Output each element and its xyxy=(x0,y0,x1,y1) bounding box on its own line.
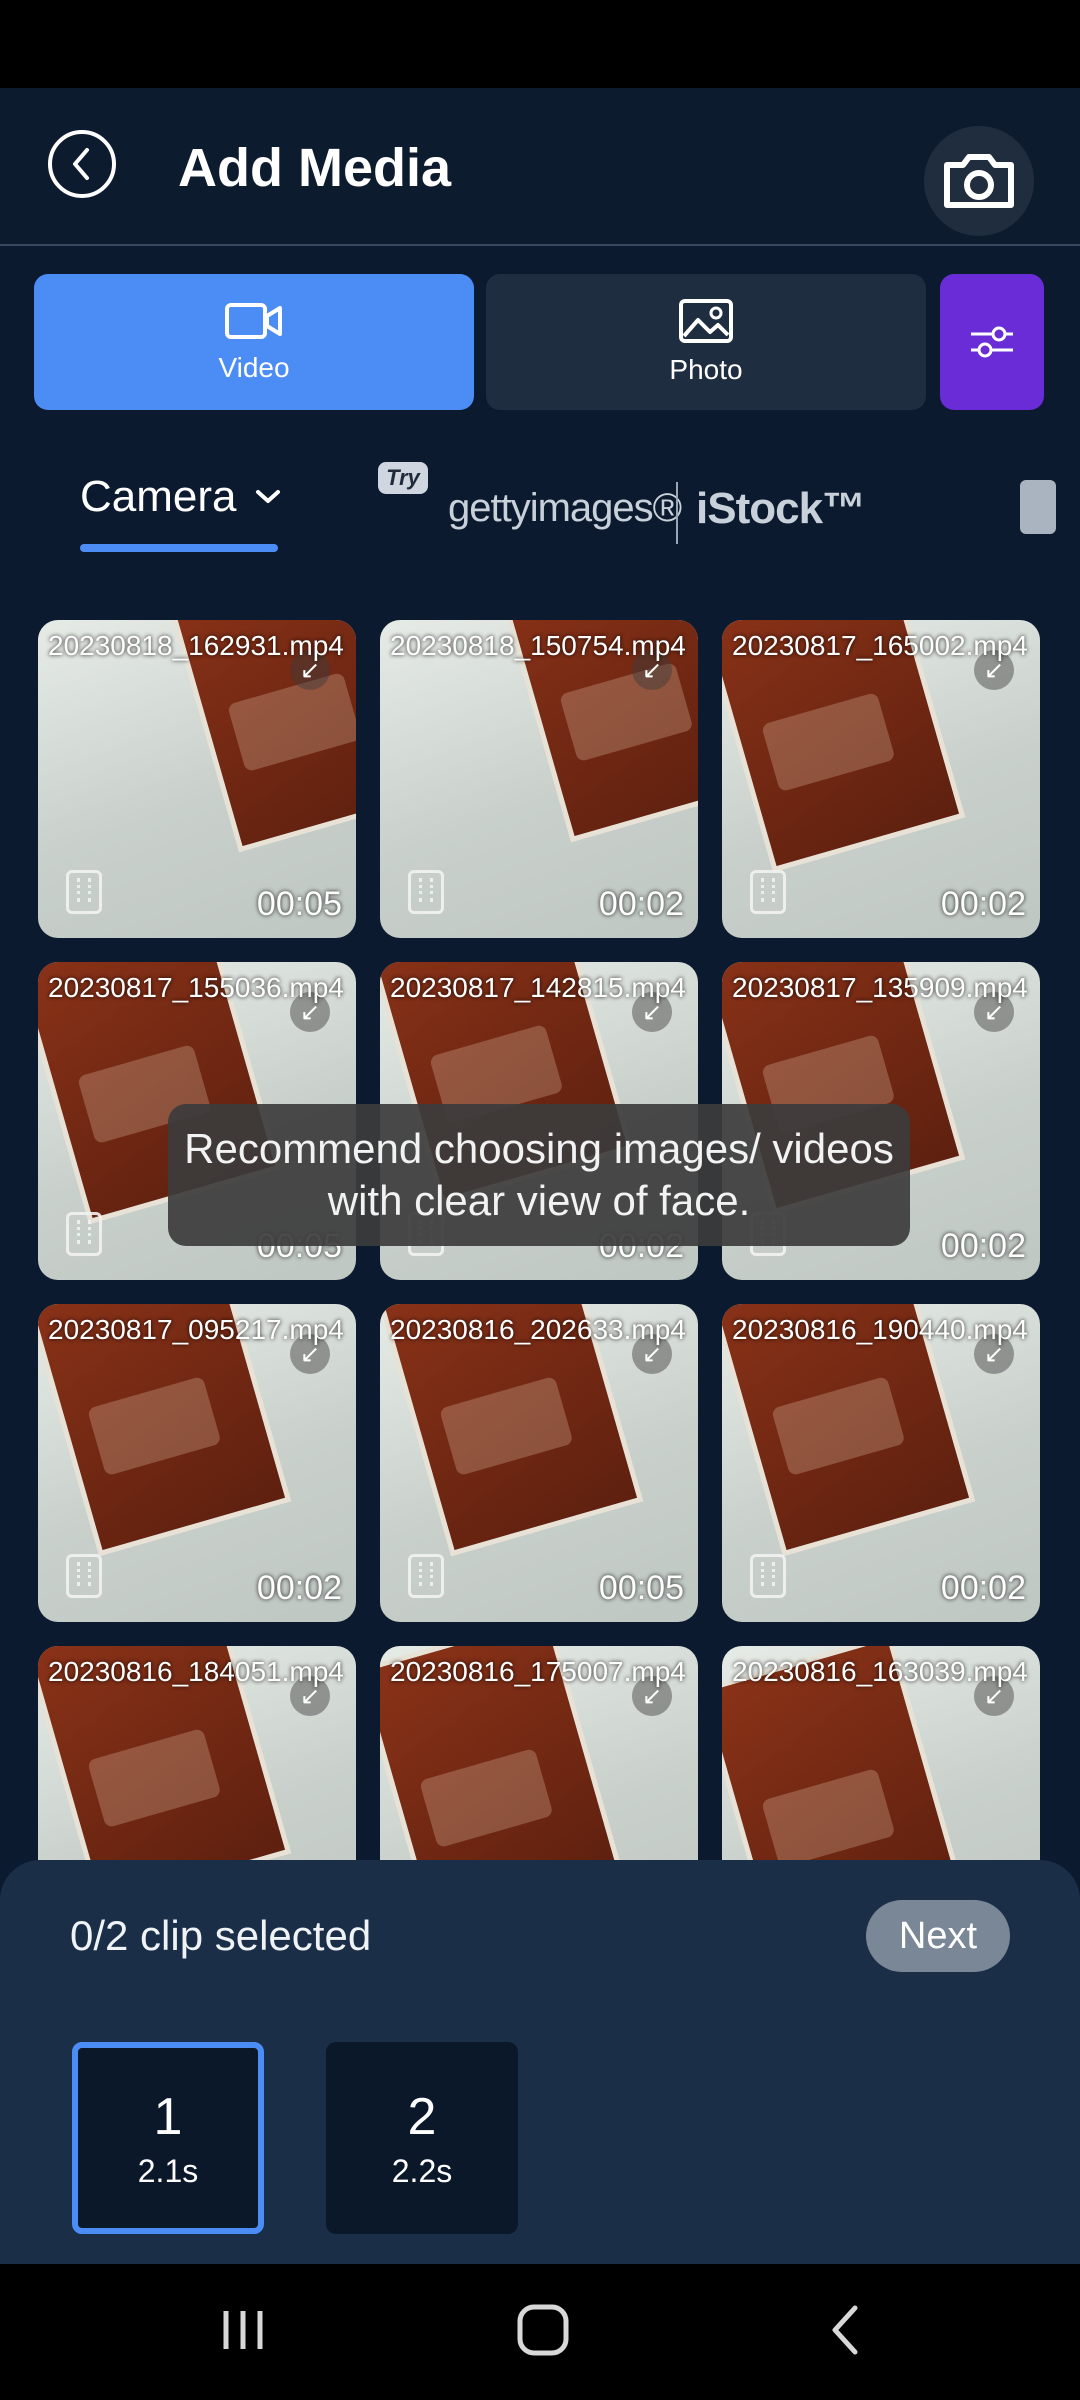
file-name: 20230818_162931.mp4 xyxy=(48,630,344,661)
media-tile[interactable]: ↙ 20230816_184051.mp4 xyxy=(38,1646,356,1860)
expand-icon[interactable]: ↙ xyxy=(974,1334,1014,1374)
tab-video[interactable]: Video xyxy=(34,274,474,410)
file-name: 20230817_165002.mp4 xyxy=(732,630,1028,661)
sliders-icon xyxy=(971,326,1013,358)
film-icon xyxy=(408,870,444,914)
home-icon xyxy=(517,2304,569,2356)
expand-icon[interactable]: ↙ xyxy=(974,1676,1014,1716)
file-name: 20230816_184051.mp4 xyxy=(48,1656,344,1687)
media-tile[interactable]: ↙ 20230817_165002.mp4 00:02 xyxy=(722,620,1040,938)
expand-icon[interactable]: ↙ xyxy=(632,992,672,1032)
back-button[interactable] xyxy=(48,130,116,198)
back-nav-icon xyxy=(832,2305,858,2355)
recent-apps-icon xyxy=(223,2311,263,2349)
tab-camera-label: Camera xyxy=(80,472,237,521)
chevron-down-icon xyxy=(255,490,280,503)
tab-photo-label: Photo xyxy=(669,354,743,385)
page-title: Add Media xyxy=(178,138,452,198)
expand-icon[interactable]: ↙ xyxy=(290,650,330,690)
clip-length: 2.1s xyxy=(137,2152,199,2189)
expand-icon[interactable]: ↙ xyxy=(974,992,1014,1032)
expand-icon[interactable]: ↙ xyxy=(290,992,330,1032)
clip-length: 2.2s xyxy=(391,2152,453,2189)
expand-icon[interactable]: ↙ xyxy=(290,1676,330,1716)
more-source-icon[interactable] xyxy=(1020,480,1056,534)
tab-istock[interactable]: iStock™ xyxy=(696,484,866,533)
duration: 00:02 xyxy=(940,1227,1026,1265)
media-tile[interactable]: ↙ 20230818_150754.mp4 00:02 xyxy=(380,620,698,938)
image-icon xyxy=(679,299,733,343)
clip-slot-2[interactable]: 2 2.2s xyxy=(326,2042,518,2234)
chevron-left-icon xyxy=(73,148,89,180)
film-icon xyxy=(750,870,786,914)
tab-gettyimages[interactable]: gettyimages® xyxy=(448,486,682,530)
film-icon xyxy=(66,870,102,914)
source-tabs: Camera Try gettyimages® iStock™ xyxy=(0,420,1080,590)
film-icon xyxy=(66,1554,102,1598)
duration: 00:05 xyxy=(256,885,342,923)
file-name: 20230816_163039.mp4 xyxy=(732,1656,1028,1687)
tab-underline xyxy=(80,544,278,552)
filter-button[interactable] xyxy=(940,274,1044,410)
tab-photo[interactable]: Photo xyxy=(486,274,926,410)
duration: 00:02 xyxy=(940,1569,1026,1607)
file-name: 20230816_202633.mp4 xyxy=(390,1314,686,1345)
media-tile[interactable]: ↙ 20230817_095217.mp4 00:02 xyxy=(38,1304,356,1622)
camera-icon xyxy=(944,154,1014,208)
tab-camera[interactable]: Camera xyxy=(80,472,281,522)
status-bar xyxy=(0,0,1080,88)
back-nav-button[interactable] xyxy=(818,2300,872,2360)
header: Add Media xyxy=(0,88,1080,246)
film-icon xyxy=(66,1212,102,1256)
media-tile[interactable]: ↙ 20230816_175007.mp4 xyxy=(380,1646,698,1860)
next-button[interactable]: Next xyxy=(866,1900,1010,1972)
try-badge: Try xyxy=(378,462,428,494)
expand-icon[interactable]: ↙ xyxy=(632,650,672,690)
file-name: 20230816_175007.mp4 xyxy=(390,1656,686,1687)
duration: 00:02 xyxy=(256,1569,342,1607)
expand-icon[interactable]: ↙ xyxy=(632,1676,672,1716)
clip-number: 1 xyxy=(153,2087,183,2146)
clip-slot-1[interactable]: 1 2.1s xyxy=(72,2042,264,2234)
camera-button[interactable] xyxy=(924,126,1034,236)
media-tile[interactable]: ↙ 20230816_190440.mp4 00:02 xyxy=(722,1304,1040,1622)
duration: 00:02 xyxy=(940,885,1026,923)
film-icon xyxy=(750,1554,786,1598)
toast-message: Recommend choosing images/ videos with c… xyxy=(168,1104,910,1246)
home-button[interactable] xyxy=(510,2300,576,2360)
divider xyxy=(676,482,678,544)
file-name: 20230817_142815.mp4 xyxy=(390,972,686,1003)
file-name: 20230817_135909.mp4 xyxy=(732,972,1028,1003)
file-name: 20230816_190440.mp4 xyxy=(732,1314,1028,1345)
video-icon xyxy=(225,303,282,339)
expand-icon[interactable]: ↙ xyxy=(632,1334,672,1374)
file-name: 20230818_150754.mp4 xyxy=(390,630,686,661)
clip-number: 2 xyxy=(407,2087,437,2146)
file-name: 20230817_095217.mp4 xyxy=(48,1314,344,1345)
tab-video-label: Video xyxy=(218,352,290,383)
file-name: 20230817_155036.mp4 xyxy=(48,972,344,1003)
recent-apps-button[interactable] xyxy=(210,2300,276,2360)
media-tile[interactable]: ↙ 20230818_162931.mp4 00:05 xyxy=(38,620,356,938)
duration: 00:02 xyxy=(598,885,684,923)
system-nav-bar xyxy=(0,2264,1080,2400)
media-tile[interactable]: ↙ 20230816_202633.mp4 00:05 xyxy=(380,1304,698,1622)
duration: 00:05 xyxy=(598,1569,684,1607)
selection-panel: 0/2 clip selected Next 1 2.1s 2 2.2s xyxy=(0,1860,1080,2264)
media-tile[interactable]: ↙ 20230816_163039.mp4 xyxy=(722,1646,1040,1860)
selection-status: 0/2 clip selected xyxy=(70,1912,372,1959)
expand-icon[interactable]: ↙ xyxy=(974,650,1014,690)
film-icon xyxy=(408,1554,444,1598)
expand-icon[interactable]: ↙ xyxy=(290,1334,330,1374)
